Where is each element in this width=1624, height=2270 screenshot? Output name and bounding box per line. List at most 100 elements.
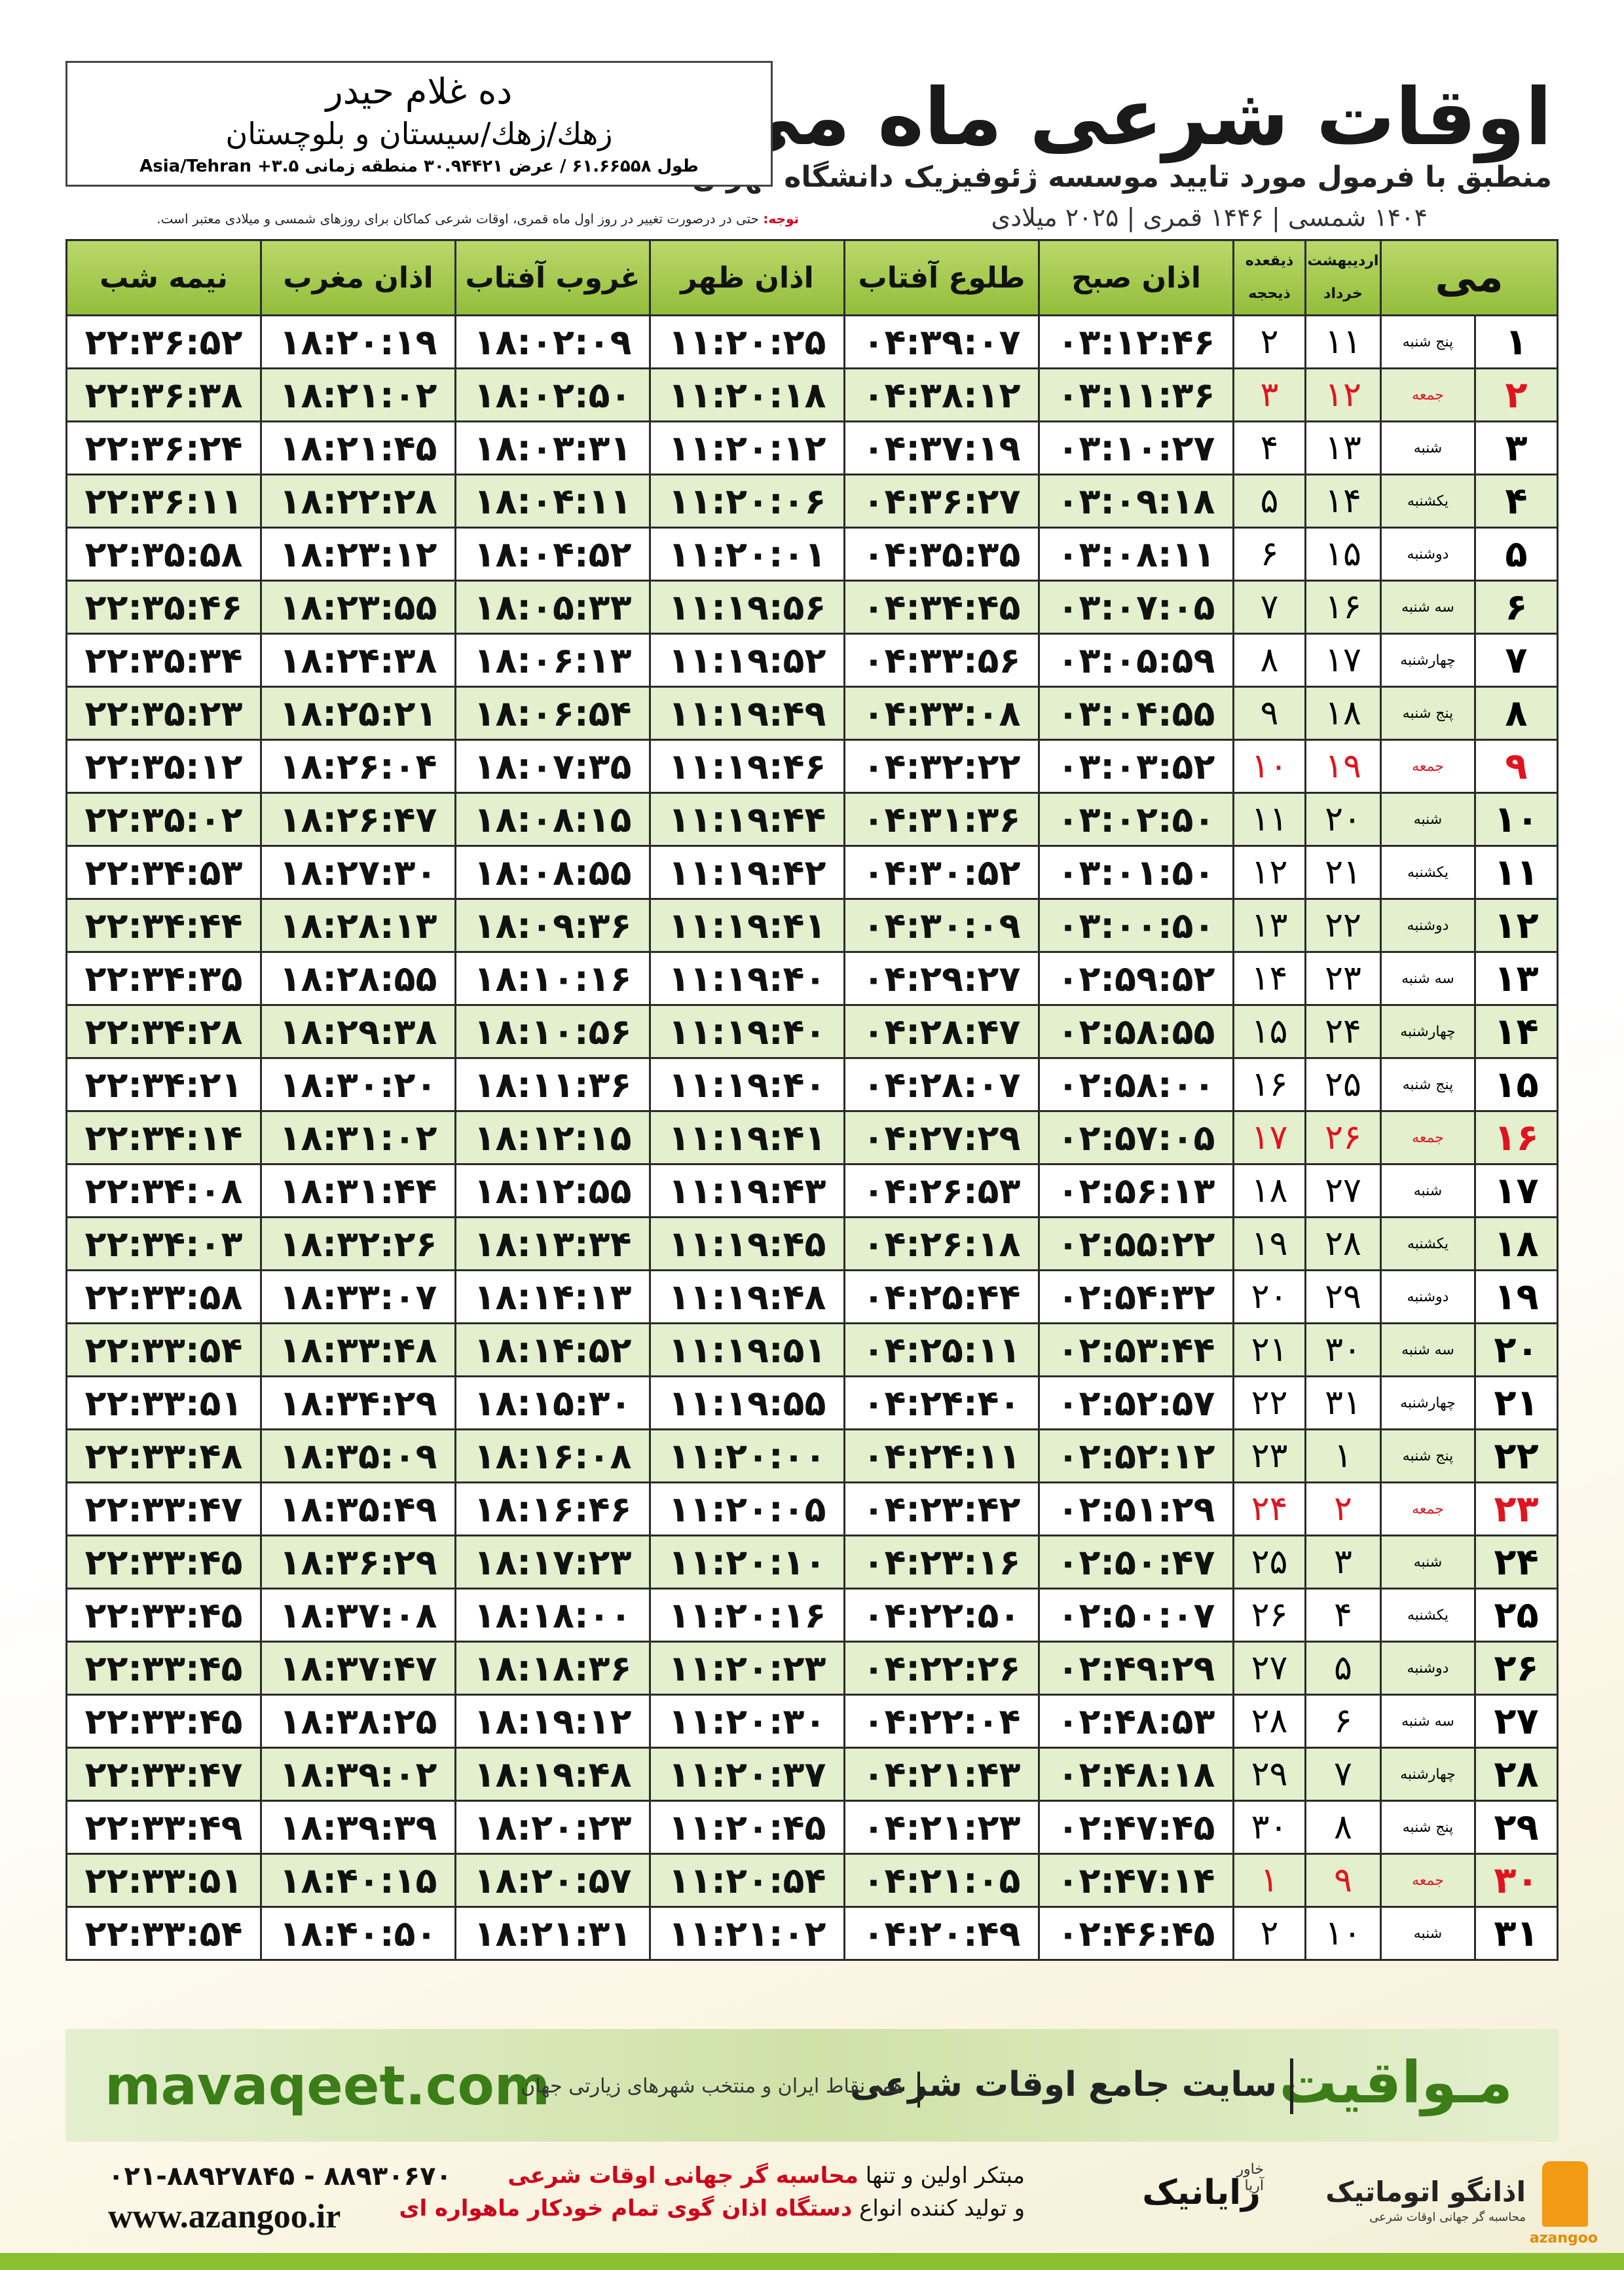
time: ۱۱:۲۰:۳۷ [649, 1747, 845, 1802]
time: ۲۲:۳۶:۵۲ [65, 314, 262, 369]
time: ۰۳:۰۷:۰۵ [1038, 580, 1234, 635]
time: ۱۱:۱۹:۴۳ [649, 1163, 845, 1218]
qamari-day: ۲ [1232, 314, 1306, 369]
website[interactable]: www.azangoo.ir [108, 2198, 341, 2235]
time: ۲۲:۳۵:۱۲ [65, 739, 262, 794]
company-highlight: محاسبه گر جهانی اوقات شرعی [507, 2163, 858, 2189]
shamsi-day: ۱۱ [1304, 314, 1382, 369]
row: ۸ پنج شنبه ۱۸ ۹ ۰۳:۰۴:۵۵ ۰۴:۳۳:۰۸ ۱۱:۱۹:۴۹ ۱۸:۰… [65, 686, 1559, 741]
site-url[interactable]: mavaqeet.com [105, 2055, 551, 2117]
time: ۱۱:۲۰:۱۶ [649, 1588, 845, 1643]
weekday: سه شنبه [1380, 580, 1476, 635]
company-line: و تولید کننده انواع دستگاه اذان گوی تمام… [399, 2195, 1025, 2222]
time: ۱۸:۳۷:۰۸ [260, 1588, 456, 1643]
time: ۲۲:۳۳:۴۸ [65, 1428, 262, 1483]
time: ۰۴:۳۷:۱۹ [843, 420, 1040, 475]
time: ۱۸:۲۵:۲۱ [260, 686, 456, 741]
day: ۵ [1474, 527, 1559, 582]
shamsi-day: ۲۷ [1304, 1163, 1382, 1218]
footer-band: mavaqeet.com مـواقیت سایت جامع اوقات شرع… [65, 2029, 1559, 2142]
title: اوقات شرعی ماه می [722, 72, 1552, 163]
qamari-day: ۱۹ [1232, 1216, 1306, 1271]
row: ۱۹ دوشنبه ۲۹ ۲۰ ۰۲:۵۴:۳۲ ۰۴:۲۵:۴۴ ۱۱:۱۹:۴۸ ۱۸:۱… [65, 1269, 1559, 1324]
logo: رایانیک [1142, 2173, 1261, 2212]
shamsi-day: ۲۵ [1304, 1057, 1382, 1112]
qamari-day: ۲۷ [1232, 1641, 1306, 1696]
time: ۰۴:۲۸:۴۷ [843, 1004, 1040, 1059]
time: ۱۸:۱۳:۳۴ [454, 1216, 651, 1271]
time: ۰۴:۲۶:۱۸ [843, 1216, 1040, 1271]
qamari-day: ۱۶ [1232, 1057, 1306, 1112]
time: ۲۲:۳۴:۴۴ [65, 898, 262, 953]
time: ۰۴:۳۱:۳۶ [843, 792, 1040, 847]
shamsi-day: ۳۰ [1304, 1322, 1382, 1377]
row: ۱۸ یکشنبه ۲۸ ۱۹ ۰۲:۵۵:۲۲ ۰۴:۲۶:۱۸ ۱۱:۱۹:۴۵ ۱۸:۱… [65, 1216, 1559, 1271]
time: ۱۸:۳۹:۳۹ [260, 1800, 456, 1855]
weekday: چهارشنبه [1380, 1004, 1476, 1059]
time: ۲۲:۳۳:۴۷ [65, 1481, 262, 1536]
shamsi-header: اردیبهشت خرداد [1304, 239, 1382, 316]
shamsi-header-2: خرداد [1323, 286, 1363, 302]
month-header: می [1380, 239, 1559, 316]
time: ۱۸:۴۰:۱۵ [260, 1853, 456, 1908]
time: ۰۴:۲۹:۲۷ [843, 951, 1040, 1006]
time: ۱۱:۲۰:۵۴ [649, 1853, 845, 1908]
shamsi-day: ۲۱ [1304, 845, 1382, 900]
location-region: زهك/زهك/سیستان و بلوچستان [225, 116, 613, 151]
time: ۰۴:۲۰:۴۹ [843, 1906, 1040, 1961]
time: ۱۸:۲۹:۳۸ [260, 1004, 456, 1059]
time: ۰۴:۲۴:۱۱ [843, 1428, 1040, 1483]
note-text: حتی در درصورت تغییر در روز اول ماه قمری،… [157, 211, 760, 227]
time: ۱۸:۰۷:۳۵ [454, 739, 651, 794]
column-header: اذان مغرب [260, 239, 456, 316]
company-highlight: دستگاه اذان گوی تمام خودکار ماهواره ای [399, 2195, 853, 2222]
location-box: ده غلام حیدر زهك/زهك/سیستان و بلوچستان ط… [65, 61, 773, 187]
time: ۲۲:۳۴:۲۱ [65, 1057, 262, 1112]
row: ۲۴ شنبه ۳ ۲۵ ۰۲:۵۰:۴۷ ۰۴:۲۳:۱۶ ۱۱:۲۰:۱۰ ۱۸:۱۷:۲… [65, 1535, 1559, 1590]
time: ۱۸:۳۰:۲۰ [260, 1057, 456, 1112]
time: ۱۸:۲۴:۳۸ [260, 633, 456, 688]
time: ۰۴:۲۳:۴۲ [843, 1481, 1040, 1536]
qamari-day: ۲۵ [1232, 1535, 1306, 1590]
time: ۲۲:۳۳:۵۴ [65, 1906, 262, 1961]
time: ۱۸:۲۰:۱۹ [260, 314, 456, 369]
qamari-day: ۱۴ [1232, 951, 1306, 1006]
day: ۱۰ [1474, 792, 1559, 847]
qamari-day: ۱۵ [1232, 1004, 1306, 1059]
shamsi-day: ۱۲ [1304, 367, 1382, 422]
row: ۱۰ شنبه ۲۰ ۱۱ ۰۳:۰۲:۵۰ ۰۴:۳۱:۳۶ ۱۱:۱۹:۴۴ ۱۸:۰۸:… [65, 792, 1559, 847]
time: ۱۸:۳۵:۴۹ [260, 1481, 456, 1536]
time: ۲۲:۳۶:۳۸ [65, 367, 262, 422]
time: ۰۲:۴۹:۲۹ [1038, 1641, 1234, 1696]
time: ۰۲:۵۲:۱۲ [1038, 1428, 1234, 1483]
row: ۲۹ پنج شنبه ۸ ۳۰ ۰۲:۴۷:۴۵ ۰۴:۲۱:۲۳ ۱۱:۲۰:۴۵ ۱۸:… [65, 1800, 1559, 1855]
time: ۱۸:۰۸:۱۵ [454, 792, 651, 847]
time: ۰۲:۵۴:۳۲ [1038, 1269, 1234, 1324]
time: ۱۸:۱۶:۰۸ [454, 1428, 651, 1483]
time: ۱۱:۲۰:۲۳ [649, 1641, 845, 1696]
row: ۲ جمعه ۱۲ ۳ ۰۳:۱۱:۳۶ ۰۴:۳۸:۱۲ ۱۱:۲۰:۱۸ ۱۸:۰۲:۵۰… [65, 367, 1559, 422]
column-header: نیمه شب [65, 239, 262, 316]
weekday: جمعه [1380, 367, 1476, 422]
time: ۱۸:۱۴:۵۲ [454, 1322, 651, 1377]
time: ۰۲:۵۷:۰۵ [1038, 1110, 1234, 1165]
day: ۹ [1474, 739, 1559, 794]
time: ۰۲:۵۰:۴۷ [1038, 1535, 1234, 1590]
qamari-day: ۲ [1232, 1906, 1306, 1961]
column-header: غروب آفتاب [454, 239, 651, 316]
time: ۲۲:۳۳:۵۸ [65, 1269, 262, 1324]
qamari-day: ۲۴ [1232, 1481, 1306, 1536]
time: ۰۴:۲۶:۵۳ [843, 1163, 1040, 1218]
time: ۲۲:۳۳:۴۵ [65, 1588, 262, 1643]
shamsi-day: ۴ [1304, 1588, 1382, 1643]
time: ۱۸:۲۱:۰۲ [260, 367, 456, 422]
shamsi-day: ۲۶ [1304, 1110, 1382, 1165]
time: ۰۴:۲۵:۱۱ [843, 1322, 1040, 1377]
time: ۰۲:۵۰:۰۷ [1038, 1588, 1234, 1643]
qamari-header-2: ذیحجه [1248, 286, 1291, 302]
time: ۰۳:۰۹:۱۸ [1038, 474, 1234, 529]
time: ۱۱:۲۰:۰۶ [649, 474, 845, 529]
weekday: یکشنبه [1380, 1216, 1476, 1271]
time: ۱۸:۰۸:۵۵ [454, 845, 651, 900]
weekday: شنبه [1380, 792, 1476, 847]
